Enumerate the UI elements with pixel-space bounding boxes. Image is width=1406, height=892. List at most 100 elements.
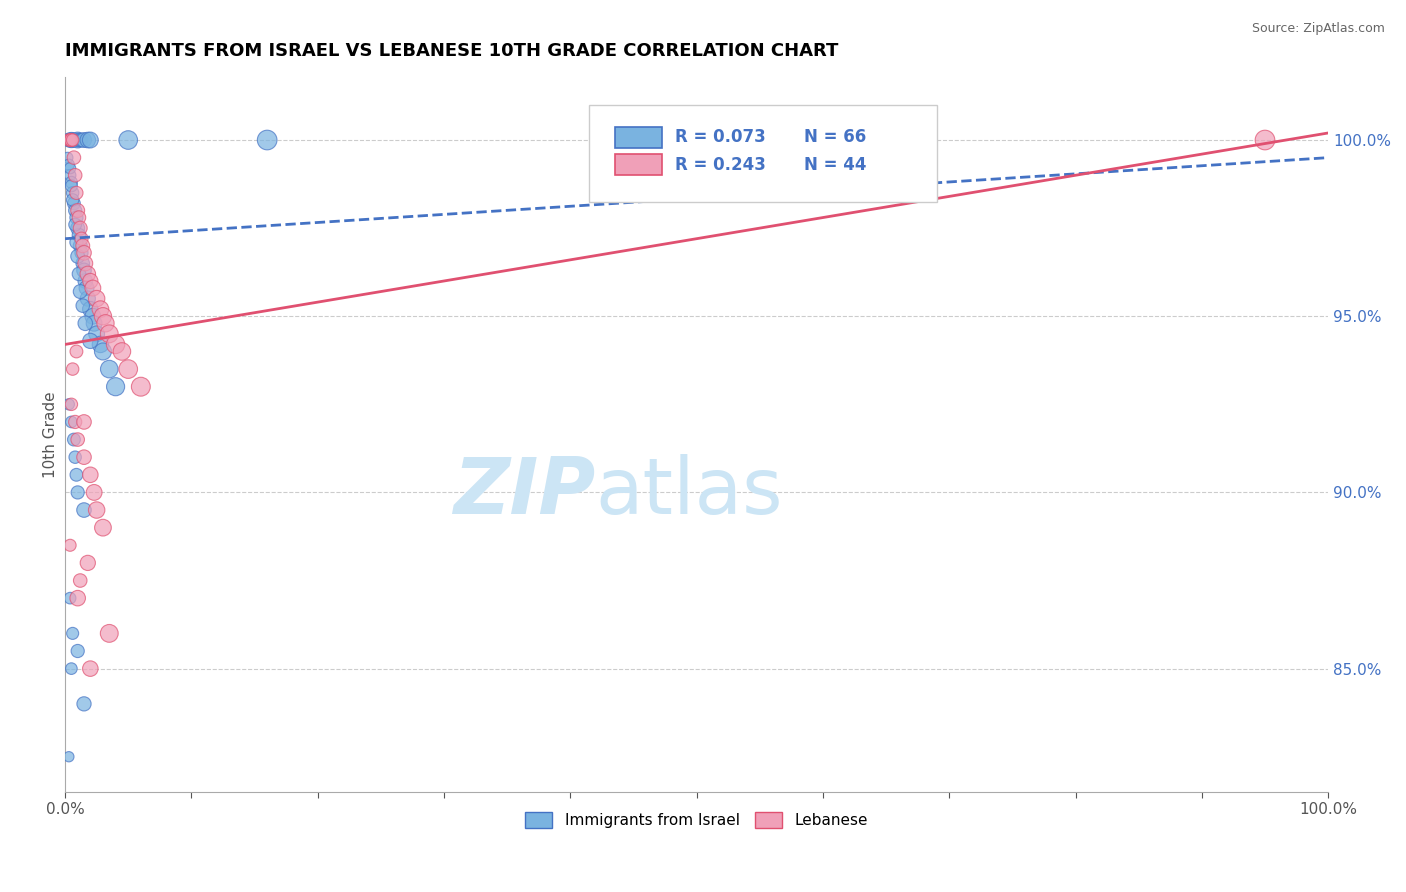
Point bbox=[66, 485, 89, 500]
Point bbox=[79, 133, 101, 147]
FancyBboxPatch shape bbox=[589, 105, 936, 202]
Point bbox=[70, 232, 93, 246]
Point bbox=[104, 380, 127, 394]
Point bbox=[69, 285, 91, 299]
Point bbox=[79, 302, 101, 317]
Text: IMMIGRANTS FROM ISRAEL VS LEBANESE 10TH GRADE CORRELATION CHART: IMMIGRANTS FROM ISRAEL VS LEBANESE 10TH … bbox=[65, 42, 838, 60]
Point bbox=[66, 221, 89, 235]
Point bbox=[65, 186, 87, 200]
Point bbox=[63, 151, 86, 165]
Point bbox=[58, 749, 80, 764]
Point bbox=[60, 133, 83, 147]
Point bbox=[73, 503, 96, 517]
Point bbox=[59, 161, 82, 176]
Point bbox=[65, 211, 87, 225]
Point bbox=[56, 151, 79, 165]
Point bbox=[82, 281, 104, 295]
Point bbox=[69, 238, 91, 252]
Point bbox=[67, 211, 90, 225]
Point bbox=[63, 218, 86, 232]
Point bbox=[66, 249, 89, 263]
Point bbox=[63, 133, 86, 147]
Point bbox=[59, 591, 82, 606]
Point bbox=[79, 662, 101, 676]
Point bbox=[67, 267, 90, 281]
Point bbox=[86, 503, 108, 517]
Text: atlas: atlas bbox=[596, 453, 783, 530]
Point bbox=[58, 133, 80, 147]
Point bbox=[62, 133, 84, 147]
Point bbox=[94, 316, 117, 330]
Point bbox=[58, 397, 80, 411]
Point bbox=[66, 203, 89, 218]
Point bbox=[60, 133, 83, 147]
Point bbox=[62, 626, 84, 640]
Point bbox=[63, 196, 86, 211]
Point bbox=[76, 133, 98, 147]
Point bbox=[60, 397, 83, 411]
Point bbox=[98, 326, 121, 341]
Point bbox=[66, 133, 89, 147]
Text: ZIP: ZIP bbox=[453, 453, 596, 530]
Point bbox=[66, 433, 89, 447]
Point bbox=[83, 316, 105, 330]
Point bbox=[89, 337, 111, 351]
Point bbox=[60, 415, 83, 429]
Point bbox=[69, 133, 91, 147]
Point bbox=[62, 133, 84, 147]
Point bbox=[75, 316, 97, 330]
Point bbox=[98, 362, 121, 376]
Text: N = 66: N = 66 bbox=[804, 128, 866, 146]
Point bbox=[73, 263, 96, 277]
Point bbox=[79, 274, 101, 288]
Point bbox=[69, 574, 91, 588]
Point bbox=[60, 133, 83, 147]
FancyBboxPatch shape bbox=[614, 153, 662, 176]
Point bbox=[70, 133, 93, 147]
Point bbox=[63, 203, 86, 218]
Point bbox=[63, 433, 86, 447]
Point bbox=[65, 133, 87, 147]
Legend: Immigrants from Israel, Lebanese: Immigrants from Israel, Lebanese bbox=[519, 806, 875, 834]
Point bbox=[60, 662, 83, 676]
Point bbox=[117, 133, 139, 147]
Point bbox=[256, 133, 278, 147]
Point bbox=[59, 168, 82, 182]
Point bbox=[86, 326, 108, 341]
Text: R = 0.073: R = 0.073 bbox=[675, 128, 766, 146]
Point bbox=[72, 256, 94, 270]
Point bbox=[63, 168, 86, 182]
Point bbox=[63, 133, 86, 147]
Y-axis label: 10th Grade: 10th Grade bbox=[44, 391, 58, 477]
Point bbox=[65, 344, 87, 359]
Point bbox=[76, 267, 98, 281]
Point bbox=[76, 556, 98, 570]
Point bbox=[98, 626, 121, 640]
Point bbox=[86, 292, 108, 306]
Point bbox=[62, 193, 84, 207]
Point bbox=[91, 310, 114, 324]
Point bbox=[73, 415, 96, 429]
Point bbox=[72, 299, 94, 313]
Point bbox=[65, 235, 87, 250]
Point bbox=[111, 344, 134, 359]
Point bbox=[89, 302, 111, 317]
Point bbox=[76, 281, 98, 295]
Point bbox=[66, 644, 89, 658]
Point bbox=[63, 450, 86, 465]
Point bbox=[76, 292, 98, 306]
Point bbox=[58, 158, 80, 172]
Point bbox=[75, 256, 97, 270]
Point bbox=[59, 538, 82, 552]
Point bbox=[82, 310, 104, 324]
Point bbox=[117, 362, 139, 376]
Point bbox=[79, 467, 101, 482]
Point bbox=[1254, 133, 1277, 147]
Text: Source: ZipAtlas.com: Source: ZipAtlas.com bbox=[1251, 22, 1385, 36]
Point bbox=[67, 133, 90, 147]
Point bbox=[75, 274, 97, 288]
Point bbox=[73, 450, 96, 465]
Point bbox=[60, 175, 83, 189]
Point bbox=[66, 591, 89, 606]
Point bbox=[62, 186, 84, 200]
